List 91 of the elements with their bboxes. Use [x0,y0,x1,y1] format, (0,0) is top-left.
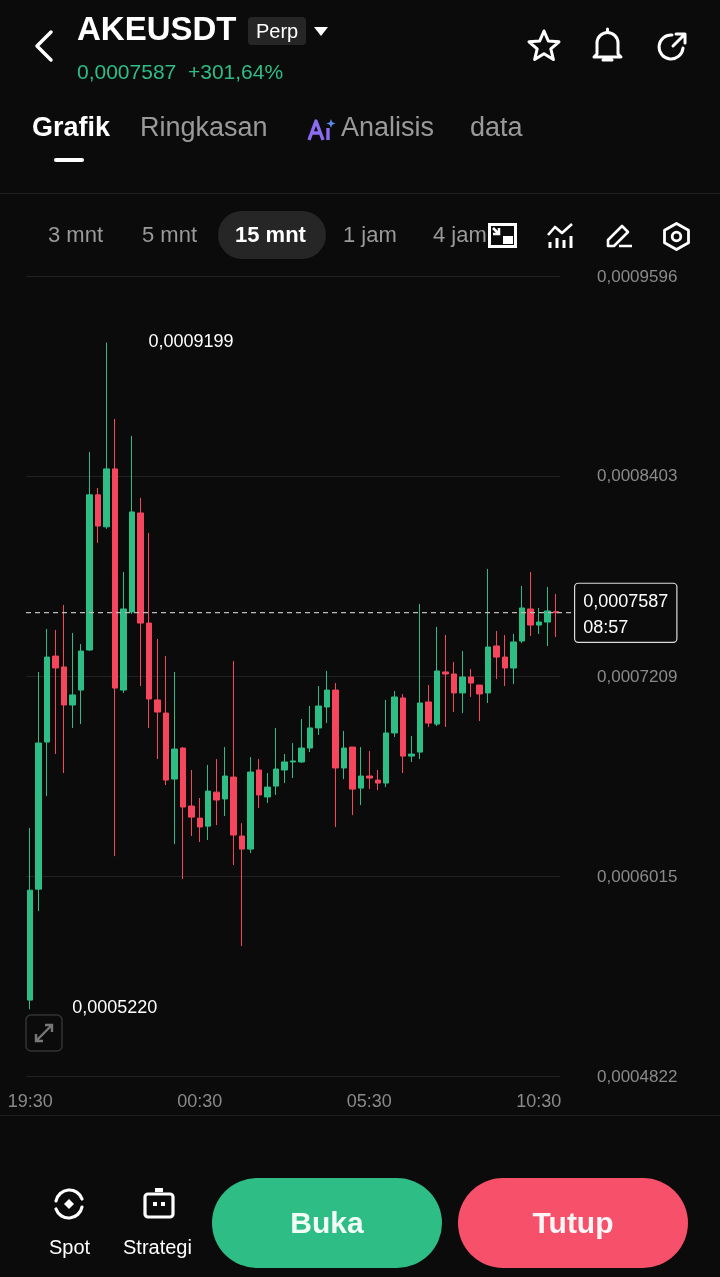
candlestick [27,827,33,1010]
ref-line-label: 0,0007587 08:57 [583,590,669,637]
candlestick [324,670,330,724]
candlestick [544,586,551,647]
candlestick [264,772,271,804]
candlestick [434,626,440,727]
text: Grafik [32,112,111,143]
candlestick [358,746,364,806]
candlestick [44,628,50,797]
candlestick [86,451,93,652]
text: data [470,112,523,143]
candlestick [69,632,76,729]
candlestick [307,705,313,753]
candlestick [349,746,356,816]
text: Buka [290,1206,364,1240]
candlestick [408,735,415,763]
candlestick [485,568,491,704]
candlestick [459,650,466,714]
text: 4 jam [433,222,487,248]
candlestick [230,660,237,866]
candlestick [375,769,381,791]
x-tick-label: 10:30 [516,1091,562,1111]
candlestick [129,435,135,615]
candlestick [366,750,373,790]
candlestick [341,730,347,780]
candlestick [78,643,84,725]
candlestick [442,634,449,728]
candlestick [120,571,127,694]
candlestick [476,684,483,722]
candlestick [519,585,525,644]
text: Spot [49,1236,91,1259]
text: 15 mnt [235,222,306,248]
candlestick [35,671,42,912]
candlestick [493,630,500,680]
candlestick [536,607,542,635]
x-tick-label: 19:30 [7,1091,53,1111]
x-tick-label: 05:30 [346,1091,392,1111]
candlestick [188,769,195,837]
candlestick [197,797,203,843]
candlestick [502,634,508,687]
candlestick [205,764,211,841]
annotation: 0,0009199 [148,330,234,351]
candlestick [52,629,59,755]
candlestick [273,727,279,796]
text: Tutup [532,1206,614,1240]
y-tick-label: 0,0008403 [597,466,678,486]
y-tick-label: 0,0006015 [597,866,678,886]
annotation: 0,0005220 [72,997,158,1018]
y-tick-label: 0,0007209 [597,666,678,686]
candlestick [171,671,178,845]
candlestick [290,742,296,779]
candlestick [112,418,118,857]
x-tick-label: 00:30 [177,1091,223,1111]
candlestick [222,746,228,817]
candlestick [154,638,161,760]
candlestick [239,822,245,947]
text: Analisis [341,112,435,143]
candlestick [103,342,110,530]
candlestick [383,699,389,788]
text: Perp [248,17,307,45]
candlestick [315,685,322,736]
candlestick [137,497,144,687]
candlestick [553,593,559,638]
candlestick [61,604,67,774]
candlestick [213,758,220,826]
candlestick [281,753,288,784]
candlestick [468,668,474,698]
text: Strategi [123,1236,192,1259]
candlestick [146,532,152,729]
candlestick [180,746,186,880]
text: 3 mnt [48,222,104,248]
candlestick [163,655,169,786]
candlestick [298,718,305,764]
candlestick [332,682,339,828]
candlestick [527,571,534,637]
candlestick [256,758,262,809]
y-tick-label: 0,0004822 [597,1066,678,1086]
candlestick [400,693,406,774]
text: 5 mnt [142,222,198,248]
candlestick [425,684,432,728]
text: Ringkasan [140,112,268,143]
candlestick [417,603,423,760]
y-tick-label: 0,0009596 [597,266,678,286]
chart-title: AKEUSDT [77,10,237,48]
candlestick [510,633,517,685]
candlestick [95,487,101,544]
text: 1 jam [343,222,397,248]
candlestick [391,690,398,738]
chart-subtitle: 0,0007587 +301,64% [77,60,284,84]
candlestick [247,756,254,854]
candlestick [451,661,457,713]
